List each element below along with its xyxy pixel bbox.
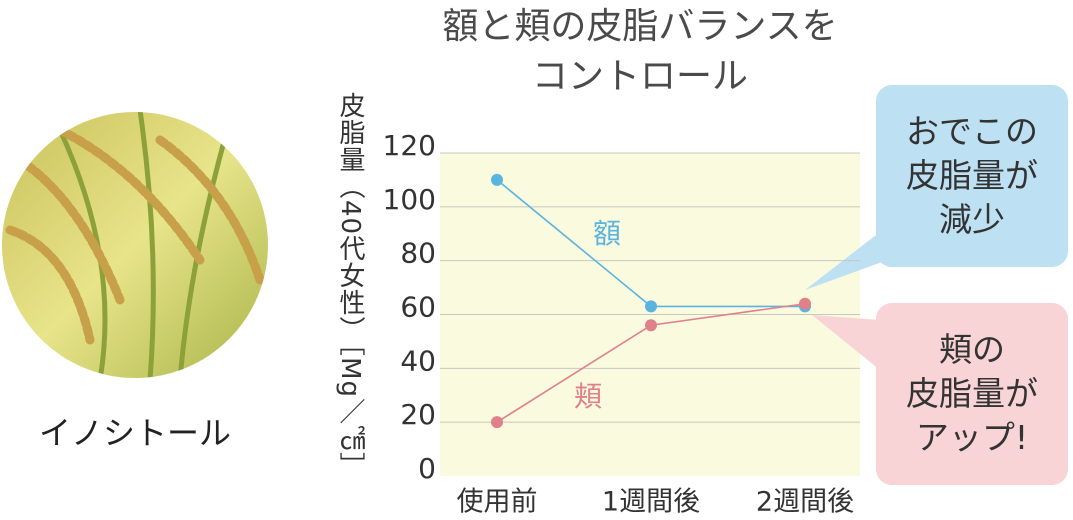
point [645, 319, 657, 332]
y-tick-label: 40 [400, 344, 436, 377]
x-tick-label: 1週間後 [602, 487, 700, 518]
y-tick-label: 100 [383, 183, 436, 216]
point [491, 416, 503, 429]
y-tick-label: 20 [400, 398, 436, 431]
series-label: 額 [593, 217, 621, 250]
y-axis-label: 皮脂量（40代女性）［Mg／㎠］ [335, 92, 365, 480]
callout-pointer [812, 315, 880, 370]
photo [2, 112, 268, 378]
chart-title: 額と頬の皮脂バランスを コントロール [442, 6, 838, 97]
y-tick-label: 80 [400, 237, 436, 270]
x-tick-label: 使用前 [457, 487, 538, 518]
point [799, 297, 811, 310]
series-label: 頬 [574, 380, 602, 413]
point [645, 300, 657, 313]
photo-caption: イノシトール [38, 414, 231, 452]
y-tick-label: 120 [383, 129, 436, 162]
point [491, 173, 503, 186]
y-tick-label: 60 [400, 291, 436, 324]
callout: 頬の 皮脂量が アップ! [876, 303, 1068, 485]
callout: おでこの 皮脂量が 減少 [876, 85, 1068, 267]
x-tick-label: 2週間後 [756, 487, 854, 518]
y-tick-label: 0 [418, 452, 436, 485]
